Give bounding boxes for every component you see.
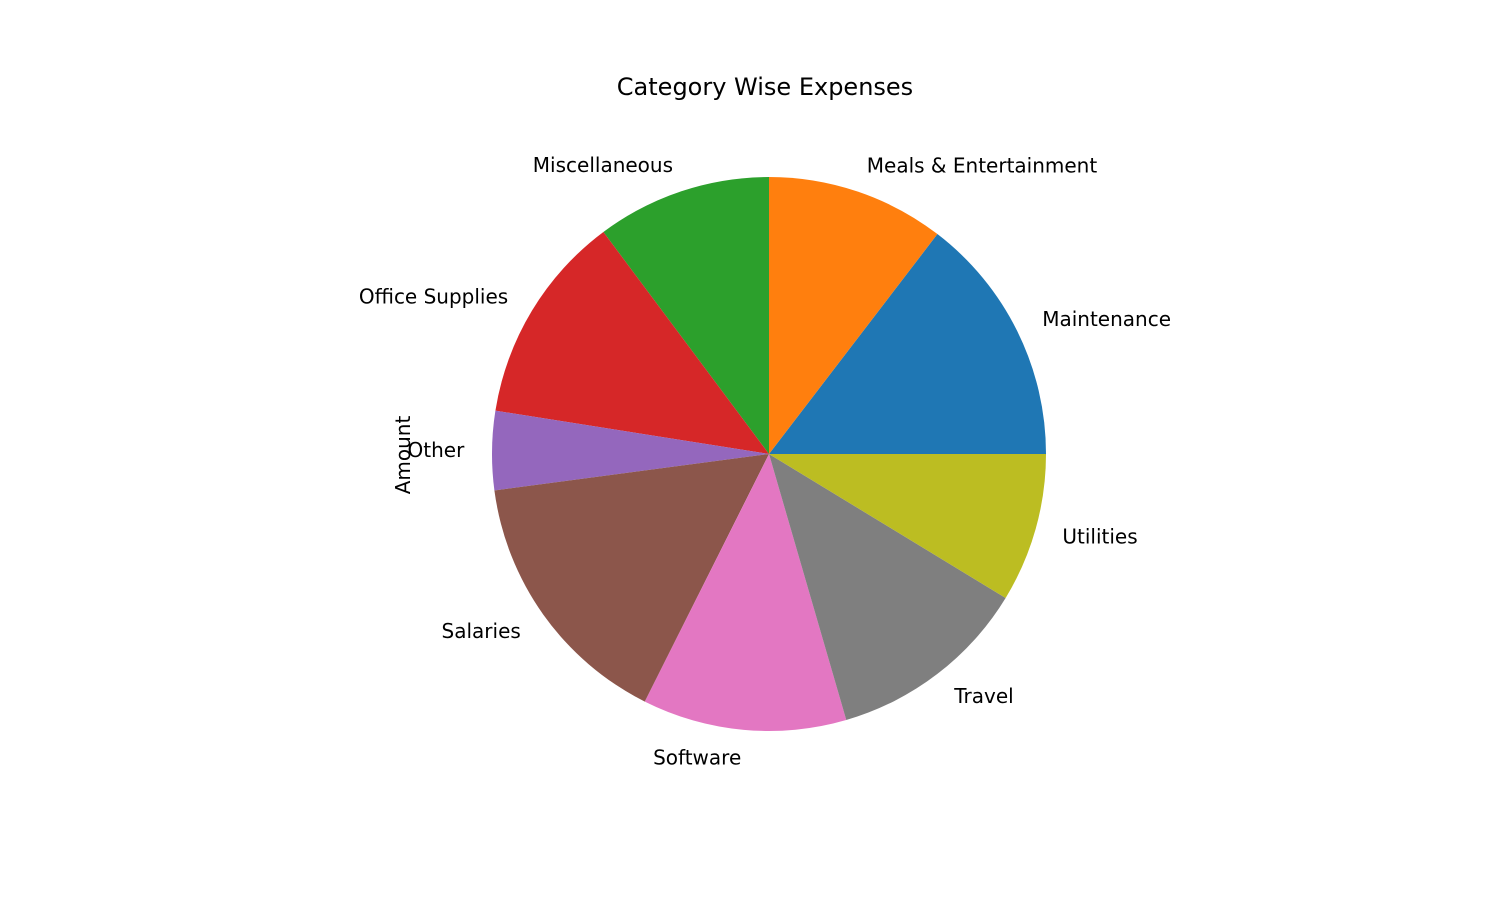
pie-label-salaries: Salaries	[442, 619, 521, 643]
pie-label-office-supplies: Office Supplies	[359, 284, 508, 308]
pie-labels: Maintenance Meals & Entertainment Miscella…	[359, 153, 1171, 770]
pie-slice-meals-entertainment	[769, 177, 938, 454]
pie-slices	[492, 177, 1046, 731]
pie-slice-utilities	[769, 454, 1046, 598]
pie-slice-maintenance	[769, 234, 1046, 454]
pie-slice-travel	[769, 454, 1006, 720]
pie-label-utilities: Utilities	[1062, 524, 1137, 548]
chart-title: Category Wise Expenses	[617, 73, 913, 101]
y-axis-label: Amount	[391, 416, 415, 495]
pie-label-software: Software	[653, 745, 741, 769]
pie-label-miscellaneous: Miscellaneous	[533, 153, 673, 177]
pie-label-meals-entertainment: Meals & Entertainment	[867, 153, 1098, 177]
pie-slice-miscellaneous	[603, 177, 769, 454]
pie-label-travel: Travel	[953, 684, 1013, 708]
pie-slice-software	[644, 454, 847, 731]
pie-slice-office-supplies	[495, 231, 769, 454]
pie-slice-other	[492, 410, 769, 491]
pie-slice-salaries	[494, 454, 769, 702]
pie-label-maintenance: Maintenance	[1042, 307, 1171, 331]
pie-label-other: Other	[408, 438, 466, 462]
